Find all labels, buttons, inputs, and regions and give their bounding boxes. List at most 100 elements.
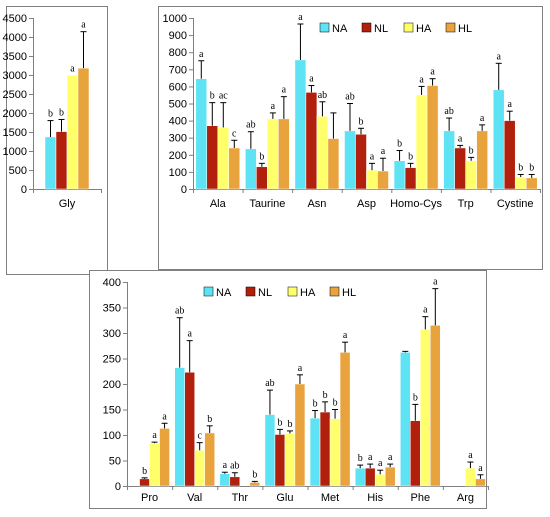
bar [316, 116, 329, 190]
y-tick-label: 600 [169, 81, 187, 93]
significance-label: b [277, 417, 282, 428]
significance-label: a [430, 67, 435, 78]
y-tick-label: 250 [103, 354, 121, 366]
y-tick-label: 2000 [3, 108, 27, 120]
significance-label: a [423, 305, 428, 316]
significance-label: b [207, 414, 212, 425]
significance-label: a [298, 363, 303, 374]
significance-label: a [187, 329, 192, 340]
bar [384, 466, 396, 487]
y-tick-label: 800 [169, 47, 187, 59]
bar [267, 118, 279, 190]
bar [174, 367, 185, 487]
y-tick-label: 150 [103, 405, 121, 417]
bar [229, 476, 241, 487]
bar [377, 170, 389, 190]
significance-label: b [413, 392, 418, 403]
legend-label: NL [258, 287, 272, 299]
bar [184, 372, 195, 487]
bar [344, 130, 356, 190]
chart-panel-aa2: 050100150200250300350400ProbaaValabacbTh… [89, 270, 489, 509]
significance-label: ab [246, 120, 255, 131]
bar [355, 134, 367, 190]
category-label: Met [321, 492, 339, 504]
category-label: Val [187, 492, 202, 504]
bar [475, 478, 486, 487]
significance-label: b [359, 116, 364, 127]
significance-label: b [48, 109, 53, 120]
legend-label: NL [374, 23, 388, 35]
bar [256, 166, 268, 190]
significance-label: a [70, 63, 75, 74]
bar [66, 75, 79, 190]
significance-label: ab [230, 461, 239, 472]
significance-label: b [408, 151, 413, 162]
bar [294, 59, 307, 190]
significance-label: a [468, 450, 473, 461]
significance-label: a [309, 74, 314, 85]
significance-label: b [59, 107, 64, 118]
y-tick-label: 700 [169, 64, 187, 76]
significance-label: b [358, 453, 363, 464]
y-tick-label: 50 [109, 456, 121, 468]
bar [465, 160, 477, 190]
bar [204, 432, 215, 487]
significance-label: ab [345, 92, 354, 103]
category-label: Glu [276, 492, 293, 504]
bar [294, 383, 306, 487]
legend-swatch [361, 22, 372, 33]
bar [264, 414, 276, 487]
bar [404, 167, 417, 190]
bar [339, 352, 351, 487]
significance-label: a [480, 113, 485, 124]
category-label: Gly [59, 198, 76, 210]
bar [525, 177, 538, 190]
significance-label: a [162, 411, 167, 422]
bar [305, 92, 318, 190]
legend-label: HL [342, 287, 356, 299]
significance-label: ab [175, 306, 184, 317]
bar [245, 148, 257, 190]
category-label: Ala [210, 198, 227, 210]
chart-panel-gly: 0 500 1000 1500 2000 2500 3000 3500 4000 4500 Gly b… [3, 6, 108, 275]
y-tick-label: 4000 [3, 32, 27, 44]
bar [194, 450, 205, 487]
category-label: Trp [458, 198, 474, 210]
significance-label: b [529, 162, 534, 173]
bar [44, 136, 57, 190]
bar [309, 417, 321, 487]
significance-label: ac [219, 91, 228, 102]
bar [284, 433, 296, 487]
legend-label: NA [216, 287, 232, 299]
significance-label: ab [318, 90, 327, 101]
bar [219, 473, 231, 487]
category-label: Asn [307, 198, 326, 210]
significance-label: a [271, 101, 276, 112]
bar [410, 420, 421, 487]
significance-label: a [81, 20, 86, 31]
y-tick-label: 500 [9, 165, 27, 177]
category-label: Thr [232, 492, 249, 504]
y-tick-label: 1000 [3, 146, 27, 158]
y-tick-label: 3000 [3, 70, 27, 82]
legend: NA NL HA HL [319, 22, 472, 35]
significance-label: a [388, 452, 393, 463]
bar [492, 89, 505, 190]
bar [329, 418, 341, 487]
category-label: Asp [357, 198, 376, 210]
legend-label: HL [458, 23, 472, 35]
significance-label: a [496, 51, 501, 62]
bar [77, 67, 90, 190]
significance-label: ab [265, 378, 274, 389]
bar [374, 474, 386, 487]
bar [249, 482, 261, 487]
bar [476, 130, 488, 190]
category-label: Arg [457, 492, 474, 504]
y-tick-label: 300 [169, 133, 187, 145]
y-tick-label: 0 [21, 184, 27, 196]
significance-label: a [223, 460, 228, 471]
legend-label: NA [332, 23, 348, 35]
significance-label: b [259, 151, 264, 162]
